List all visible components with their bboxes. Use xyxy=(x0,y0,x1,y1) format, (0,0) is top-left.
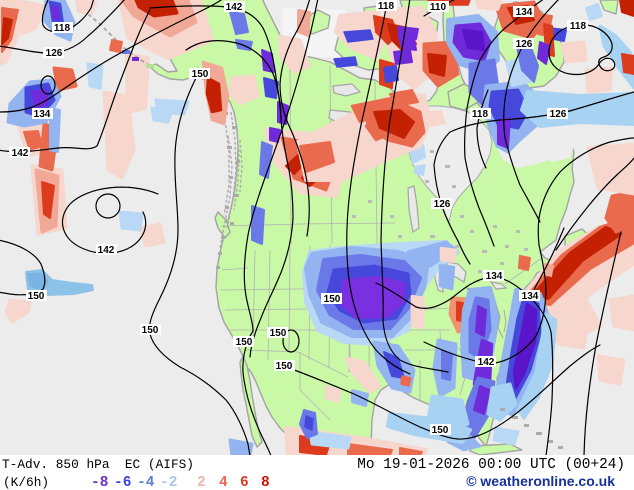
svg-text:150: 150 xyxy=(432,425,449,436)
svg-text:-4: -4 xyxy=(137,475,155,490)
svg-text:134: 134 xyxy=(522,291,539,302)
svg-text:8: 8 xyxy=(261,475,270,490)
svg-text:142: 142 xyxy=(12,148,29,159)
svg-text:126: 126 xyxy=(516,39,533,50)
svg-text:150: 150 xyxy=(28,291,45,302)
svg-text:-8: -8 xyxy=(91,475,108,490)
svg-text:126: 126 xyxy=(434,199,451,210)
svg-text:-6: -6 xyxy=(114,475,131,490)
svg-text:134: 134 xyxy=(516,7,533,18)
svg-text:© weatheronline.co.uk: © weatheronline.co.uk xyxy=(466,473,615,489)
svg-text:4: 4 xyxy=(219,475,228,490)
svg-text:(K/6h): (K/6h) xyxy=(3,475,49,490)
svg-text:134: 134 xyxy=(486,271,503,282)
svg-text:150: 150 xyxy=(192,69,209,80)
svg-text:142: 142 xyxy=(98,245,115,256)
svg-text:142: 142 xyxy=(226,2,243,13)
svg-text:134: 134 xyxy=(34,109,51,120)
svg-text:118: 118 xyxy=(472,109,489,120)
svg-text:118: 118 xyxy=(570,21,587,32)
svg-text:118: 118 xyxy=(54,23,71,34)
svg-text:6: 6 xyxy=(240,475,249,490)
svg-text:-2: -2 xyxy=(160,475,177,490)
svg-text:150: 150 xyxy=(270,328,287,339)
svg-text:118: 118 xyxy=(378,1,395,12)
svg-text:142: 142 xyxy=(478,357,495,368)
svg-text:150: 150 xyxy=(142,325,159,336)
svg-text:110: 110 xyxy=(430,2,447,13)
svg-text:150: 150 xyxy=(276,361,293,372)
svg-text:Mo 19-01-2026 00:00 UTC (00+24: Mo 19-01-2026 00:00 UTC (00+24) xyxy=(357,457,625,473)
svg-text:126: 126 xyxy=(550,109,567,120)
svg-text:2: 2 xyxy=(197,475,206,490)
svg-text:150: 150 xyxy=(324,294,341,305)
svg-text:126: 126 xyxy=(46,48,63,59)
svg-text:150: 150 xyxy=(236,337,253,348)
svg-text:T-Adv. 850 hPa EC (AIFS): T-Adv. 850 hPa EC (AIFS) xyxy=(2,457,194,472)
